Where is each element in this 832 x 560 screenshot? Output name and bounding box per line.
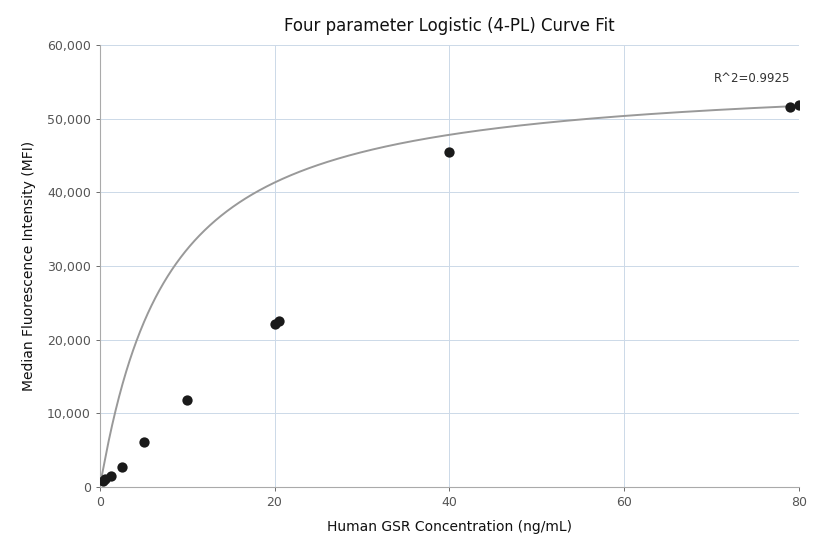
Point bbox=[268, 319, 281, 328]
Point bbox=[272, 317, 285, 326]
Point bbox=[99, 475, 112, 484]
Point bbox=[443, 147, 456, 156]
Point bbox=[96, 477, 109, 486]
Point bbox=[104, 472, 117, 480]
Point bbox=[181, 396, 194, 405]
X-axis label: Human GSR Concentration (ng/mL): Human GSR Concentration (ng/mL) bbox=[327, 520, 572, 534]
Point bbox=[792, 101, 805, 110]
Text: R^2=0.9925: R^2=0.9925 bbox=[714, 72, 790, 85]
Title: Four parameter Logistic (4-PL) Curve Fit: Four parameter Logistic (4-PL) Curve Fit bbox=[284, 17, 615, 35]
Point bbox=[784, 103, 797, 112]
Y-axis label: Median Fluorescence Intensity (MFI): Median Fluorescence Intensity (MFI) bbox=[22, 141, 36, 391]
Point bbox=[115, 463, 128, 472]
Point bbox=[136, 438, 151, 447]
